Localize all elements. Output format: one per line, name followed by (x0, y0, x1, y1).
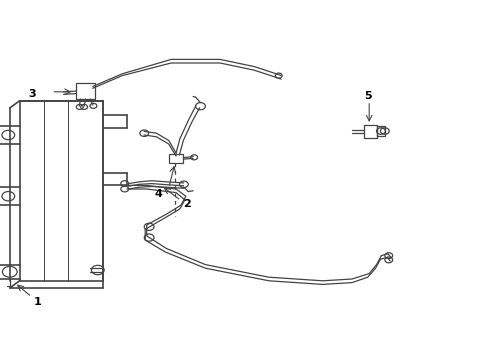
Text: 1: 1 (33, 297, 41, 307)
Bar (20, 101, 102, 281)
Bar (168, 154, 183, 163)
Bar (364, 125, 376, 138)
Text: 5: 5 (364, 91, 371, 101)
Text: 2: 2 (183, 199, 191, 210)
Text: 3: 3 (28, 89, 36, 99)
Bar (76, 83, 95, 99)
Bar (376, 126, 385, 136)
Text: 4: 4 (154, 189, 162, 199)
